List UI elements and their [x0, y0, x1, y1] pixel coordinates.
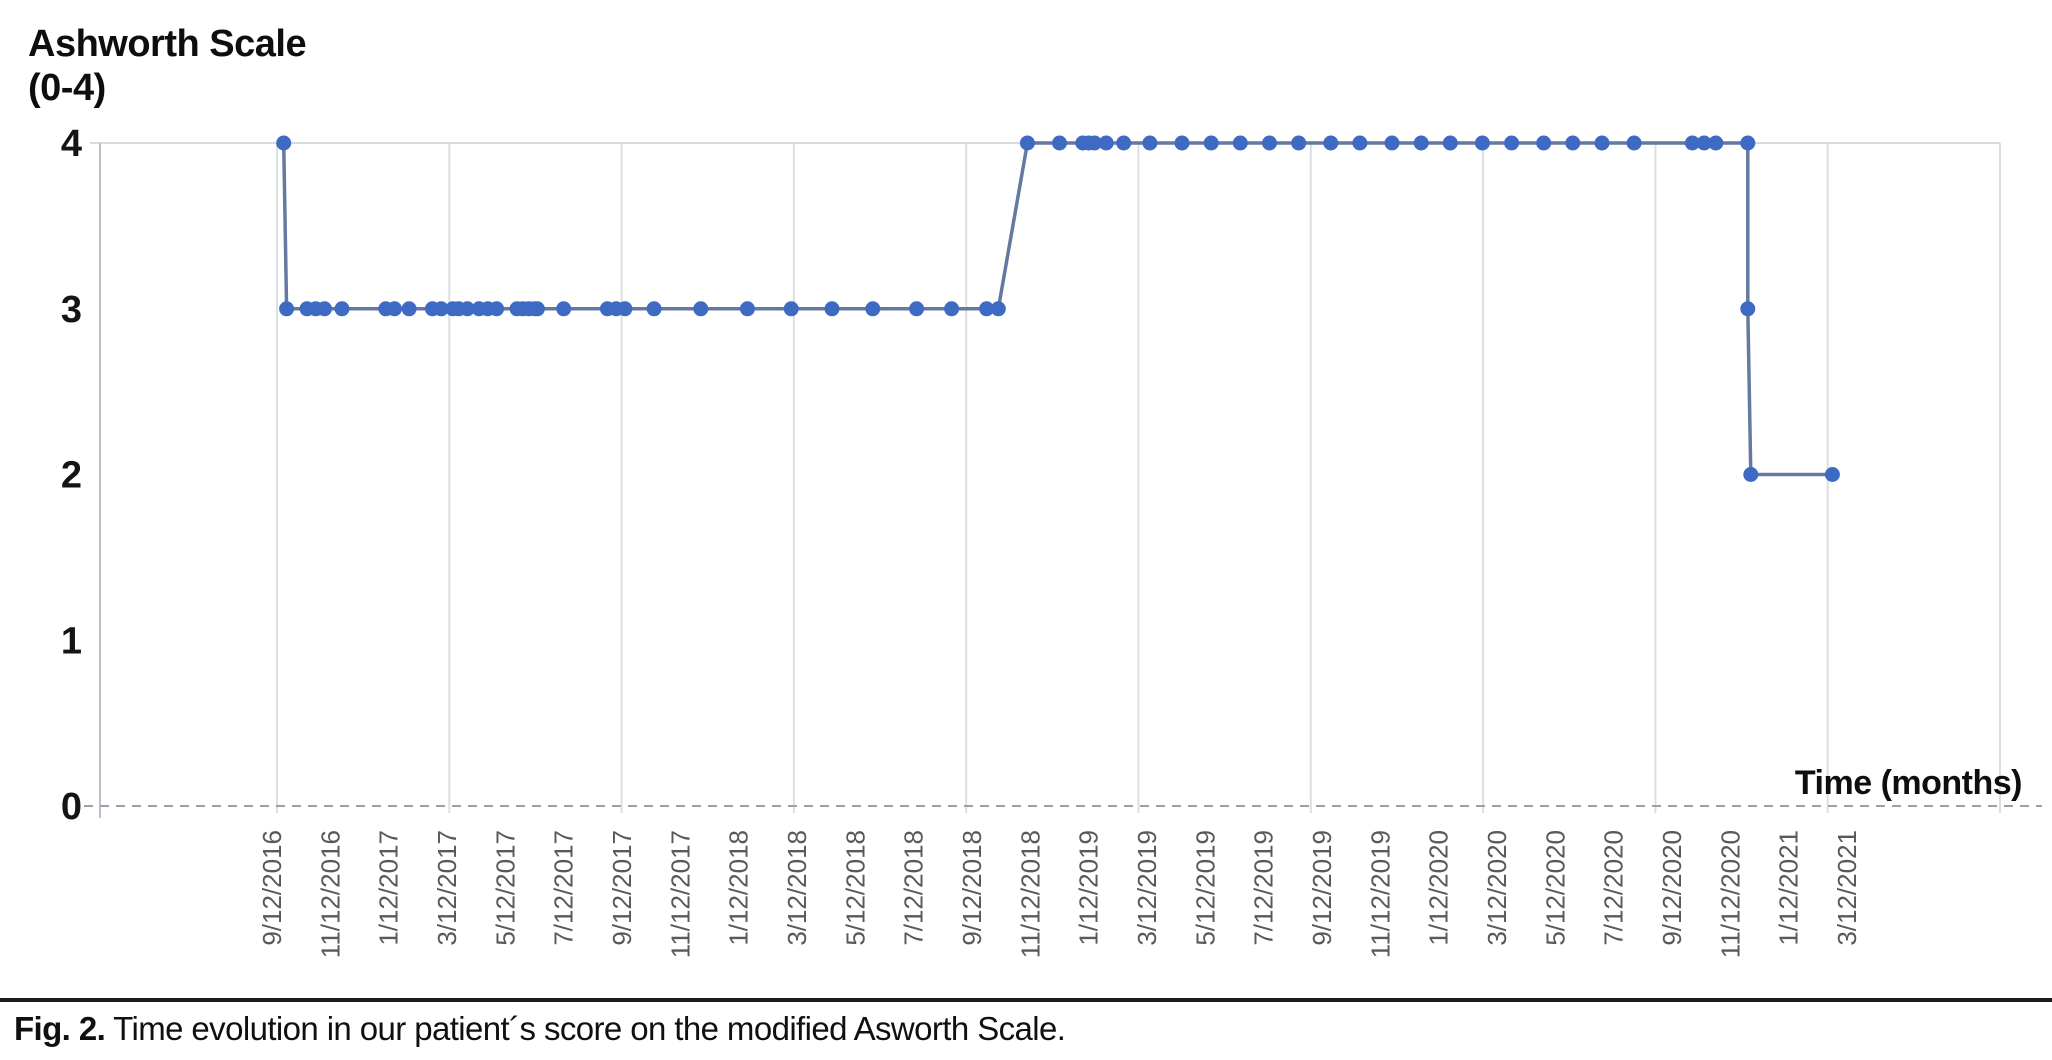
y-tick-label: 4 — [61, 123, 82, 165]
x-tick-label: 9/12/2016 — [257, 830, 287, 946]
data-point — [1384, 135, 1400, 151]
x-tick-label: 1/12/2020 — [1424, 830, 1454, 946]
data-point — [1019, 135, 1035, 151]
data-point — [1098, 135, 1114, 151]
data-point — [556, 301, 572, 317]
data-point — [1474, 135, 1490, 151]
x-tick-label: 5/12/2019 — [1190, 830, 1220, 946]
x-tick-label: 11/12/2020 — [1715, 830, 1745, 958]
y-axis-title-line1: Ashworth Scale — [28, 23, 307, 65]
data-point — [990, 301, 1006, 317]
x-tick-label: 3/12/2019 — [1132, 830, 1162, 946]
x-tick-label: 3/12/2020 — [1482, 830, 1512, 946]
x-tick-label: 1/12/2021 — [1774, 830, 1804, 946]
data-point — [387, 301, 402, 317]
data-point — [1232, 135, 1248, 151]
data-point — [1824, 467, 1840, 482]
y-axis-title: Ashworth Scale (0-4) — [28, 22, 307, 110]
data-point — [693, 301, 709, 317]
data-point — [489, 301, 505, 317]
x-tick-label: 11/12/2016 — [315, 830, 345, 958]
data-point — [1740, 301, 1756, 317]
x-tick-label: 5/12/2018 — [840, 830, 870, 946]
data-point — [1323, 135, 1339, 151]
data-point — [783, 301, 799, 317]
x-tick-label: 11/12/2018 — [1015, 830, 1045, 958]
x-tick-label: 1/12/2017 — [374, 830, 404, 946]
data-point — [1536, 135, 1552, 151]
data-point — [1291, 135, 1307, 151]
x-tick-label: 9/12/2020 — [1657, 830, 1687, 946]
data-point — [1594, 135, 1610, 151]
x-tick-label: 3/12/2018 — [782, 830, 812, 946]
ashworth-scale-chart: 9/12/2016 11/12/2016 1/12/2017 3/12/2017 5/1… — [61, 123, 2042, 958]
data-point — [1352, 135, 1368, 151]
x-tick-label: 9/12/2018 — [957, 830, 987, 946]
data-point — [334, 301, 350, 317]
x-axis-title: Time (months) — [1794, 764, 2023, 802]
x-tick-label: 7/12/2018 — [899, 830, 929, 946]
x-tick-label: 1/12/2019 — [1074, 830, 1104, 946]
data-point — [459, 301, 475, 317]
data-point — [944, 301, 960, 317]
data-point — [1626, 135, 1642, 151]
data-point — [401, 301, 417, 317]
data-point — [279, 301, 295, 317]
figure-caption-text: Time evolution in our patient´s score on… — [113, 1010, 1066, 1047]
y-axis-title-line2: (0-4) — [28, 67, 106, 109]
data-point — [1203, 135, 1219, 151]
data-point — [1442, 135, 1458, 151]
caption-divider — [0, 998, 2052, 1002]
data-point — [1740, 135, 1756, 151]
data-point — [1087, 135, 1102, 151]
data-point — [1565, 135, 1581, 151]
x-tick-label: 1/12/2018 — [724, 830, 754, 946]
y-tick-label: 1 — [61, 620, 82, 662]
data-point — [1743, 467, 1759, 482]
data-point — [1142, 135, 1158, 151]
figure-caption-label: Fig. 2. — [14, 1010, 106, 1047]
data-point — [909, 301, 925, 317]
data-point — [1413, 135, 1429, 151]
data-point — [1262, 135, 1277, 151]
x-tick-label: 7/12/2017 — [549, 830, 579, 946]
data-point — [979, 301, 995, 317]
x-tick-label: 7/12/2019 — [1249, 830, 1279, 946]
data-point — [739, 301, 755, 317]
data-point — [1174, 135, 1190, 151]
y-tick-label: 3 — [61, 289, 82, 331]
data-point — [1052, 135, 1067, 151]
y-tick-label: 0 — [61, 786, 82, 828]
figure-caption: Fig. 2. Time evolution in our patient´s s… — [14, 1010, 2034, 1048]
x-tick-label: 5/12/2017 — [490, 830, 520, 946]
x-tick-label: 5/12/2020 — [1540, 830, 1570, 946]
data-point — [617, 301, 633, 317]
data-point — [433, 301, 449, 317]
data-point — [865, 301, 881, 317]
data-point — [276, 135, 292, 151]
data-point — [1708, 135, 1724, 151]
data-point — [317, 301, 332, 317]
data-point — [824, 301, 840, 317]
x-tick-label: 11/12/2017 — [665, 830, 695, 958]
data-point — [1696, 135, 1712, 151]
x-tick-label: 3/12/2021 — [1832, 830, 1862, 946]
data-point — [529, 301, 545, 317]
x-tick-label: 11/12/2019 — [1365, 830, 1395, 958]
x-tick-label: 3/12/2017 — [432, 830, 462, 946]
x-tick-label: 7/12/2020 — [1599, 830, 1629, 946]
data-point — [1116, 135, 1132, 151]
data-point — [646, 301, 662, 317]
y-tick-label: 2 — [61, 455, 82, 497]
data-point — [1684, 135, 1700, 151]
x-tick-label: 9/12/2017 — [607, 830, 637, 946]
x-tick-label: 9/12/2019 — [1307, 830, 1337, 946]
data-point — [1504, 135, 1520, 151]
